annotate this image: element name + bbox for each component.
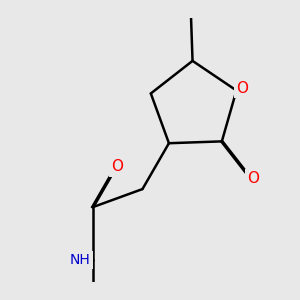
Text: O: O	[247, 171, 259, 186]
Text: NH: NH	[70, 253, 91, 267]
Text: O: O	[236, 81, 248, 96]
Text: O: O	[111, 160, 123, 175]
